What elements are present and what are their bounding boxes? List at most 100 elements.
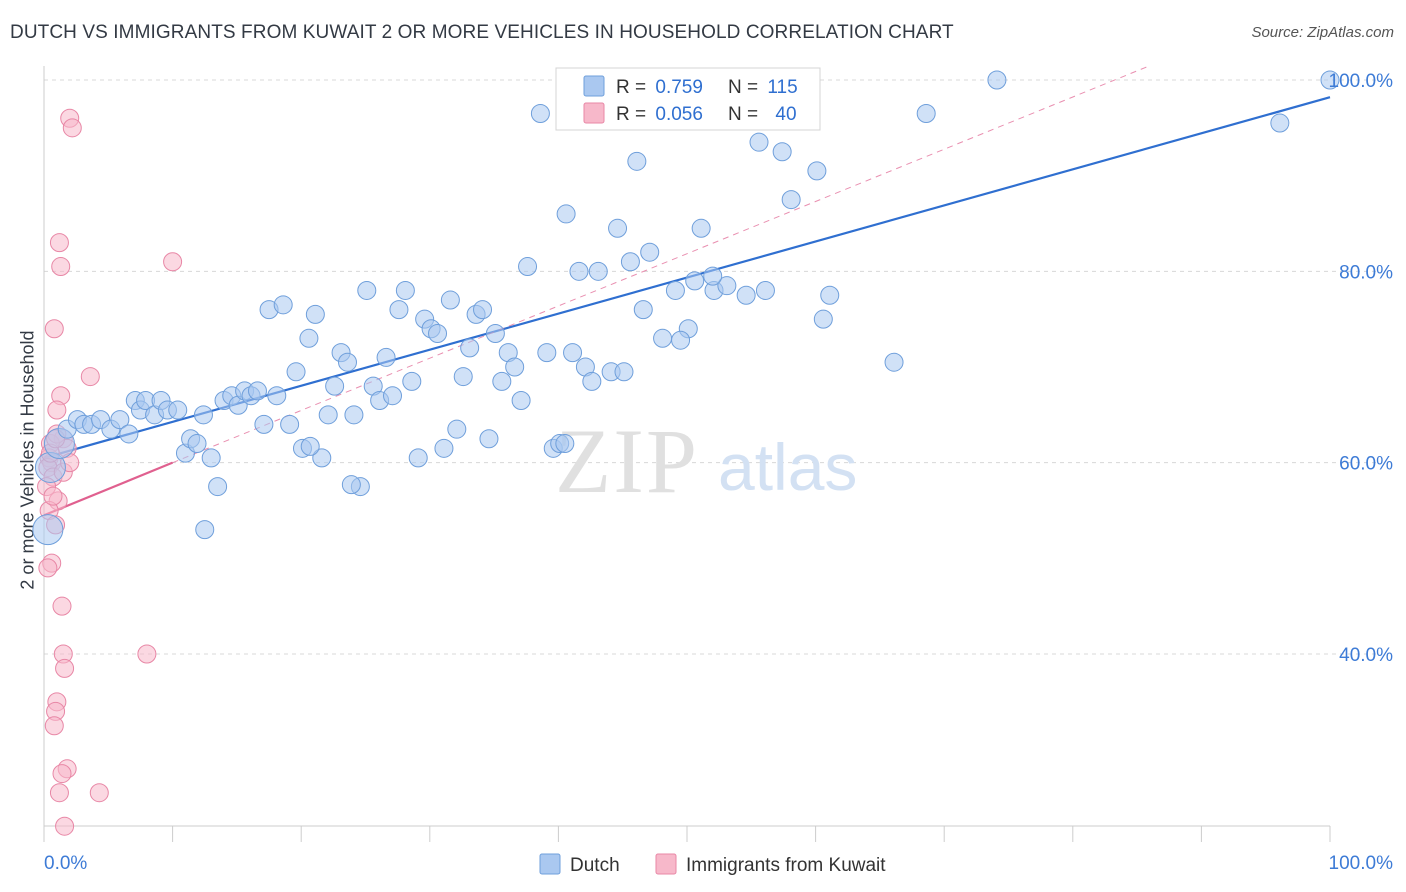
dutch-point	[341, 475, 361, 495]
dutch-point	[608, 218, 628, 238]
dutch-point	[916, 103, 936, 123]
dutch-point	[32, 514, 64, 546]
y-tick-label: 80.0%	[1339, 262, 1393, 283]
legend-dutch-r: 0.759	[655, 77, 703, 98]
dutch-point	[772, 142, 792, 162]
y-tick-label: 100.0%	[1329, 71, 1394, 92]
dutch-point	[434, 438, 454, 458]
legend-stats: R = 0.759 N = 115 R = 0.056 N = 40	[555, 67, 821, 131]
dutch-point	[408, 448, 428, 468]
dutch-point	[620, 252, 640, 272]
dutch-point	[428, 324, 448, 344]
watermark-atlas: atlas	[718, 430, 857, 504]
kuwait-point	[62, 118, 82, 138]
legend-r-label: R =	[616, 104, 651, 125]
dutch-points	[32, 70, 1340, 546]
dutch-point	[337, 352, 357, 372]
dutch-point	[187, 434, 207, 454]
dutch-point	[473, 300, 493, 320]
dutch-point	[781, 190, 801, 210]
kuwait-point	[38, 558, 58, 578]
dutch-point	[168, 400, 188, 420]
grid	[44, 79, 1380, 655]
dutch-point	[267, 386, 287, 406]
kuwait-point	[52, 764, 72, 784]
kuwait-point	[44, 319, 64, 339]
legend-bottom-dutch-swatch	[539, 853, 561, 875]
dutch-point	[717, 276, 737, 296]
dutch-point	[305, 304, 325, 324]
legend-n-label: N =	[728, 104, 763, 125]
dutch-point	[987, 70, 1007, 90]
dutch-point	[582, 371, 602, 391]
legend-bottom-kuwait-swatch	[655, 853, 677, 875]
dutch-point	[344, 405, 364, 425]
dutch-point	[447, 419, 467, 439]
dutch-point	[563, 343, 583, 363]
dutch-point	[749, 132, 769, 152]
legend-kuwait-r: 0.056	[655, 104, 703, 125]
dutch-point	[820, 285, 840, 305]
dutch-point	[1270, 113, 1290, 133]
svg-text:N = 115: N = 115	[728, 77, 798, 98]
dutch-point	[691, 218, 711, 238]
dutch-point	[555, 434, 575, 454]
kuwait-point	[43, 486, 63, 506]
kuwait-point	[55, 816, 75, 836]
dutch-point	[505, 357, 525, 377]
legend-dutch-swatch	[583, 75, 605, 97]
dutch-point	[1320, 70, 1340, 90]
dutch-point	[453, 367, 473, 387]
dutch-point	[556, 204, 576, 224]
dutch-point	[479, 429, 499, 449]
dutch-point	[588, 261, 608, 281]
dutch-point	[485, 324, 505, 344]
kuwait-point	[80, 367, 100, 387]
legend-r-label: R =	[616, 77, 651, 98]
kuwait-point	[49, 233, 69, 253]
kuwait-point	[44, 716, 64, 736]
dutch-point	[110, 410, 130, 430]
dutch-point	[685, 271, 705, 291]
dutch-point	[402, 371, 422, 391]
dutch-point	[195, 520, 215, 540]
dutch-point	[440, 290, 460, 310]
dutch-point	[530, 103, 550, 123]
dutch-point	[300, 436, 320, 456]
dutch-point	[325, 376, 345, 396]
dutch-point	[299, 328, 319, 348]
kuwait-point	[52, 596, 72, 616]
dutch-point	[627, 151, 647, 171]
dutch-point	[273, 295, 293, 315]
kuwait-point	[55, 658, 75, 678]
dutch-point	[633, 300, 653, 320]
watermark-zip: ZIP	[555, 410, 699, 512]
dutch-point	[703, 266, 723, 286]
dutch-point	[537, 343, 557, 363]
svg-text:R = 0.056: R = 0.056	[616, 104, 703, 125]
legend-series: Dutch Immigrants from Kuwait	[539, 853, 886, 876]
kuwait-point	[163, 252, 183, 272]
dutch-point	[247, 381, 267, 401]
dutch-point	[460, 338, 480, 358]
x-tick-label: 100.0%	[1329, 853, 1394, 874]
legend-bottom-kuwait-label: Immigrants from Kuwait	[686, 855, 886, 876]
kuwait-point	[49, 783, 69, 803]
dutch-point	[395, 280, 415, 300]
dutch-point	[280, 414, 300, 434]
dutch-point	[383, 386, 403, 406]
dutch-point	[569, 261, 589, 281]
chart-title: DUTCH VS IMMIGRANTS FROM KUWAIT 2 OR MOR…	[10, 22, 954, 43]
y-tick-label: 40.0%	[1339, 645, 1393, 666]
dutch-point	[813, 309, 833, 329]
dutch-point	[614, 362, 634, 382]
tick-labels: 40.0% 60.0% 80.0% 100.0% 0.0% 100.0%	[44, 71, 1393, 874]
dutch-point	[518, 257, 538, 277]
source-label: Source: ZipAtlas.com	[1251, 24, 1394, 41]
legend-bottom-dutch-label: Dutch	[570, 855, 620, 876]
kuwait-point	[51, 257, 71, 277]
dutch-point	[193, 405, 213, 425]
legend-dutch-n: 115	[767, 77, 797, 98]
dutch-point	[671, 330, 691, 350]
